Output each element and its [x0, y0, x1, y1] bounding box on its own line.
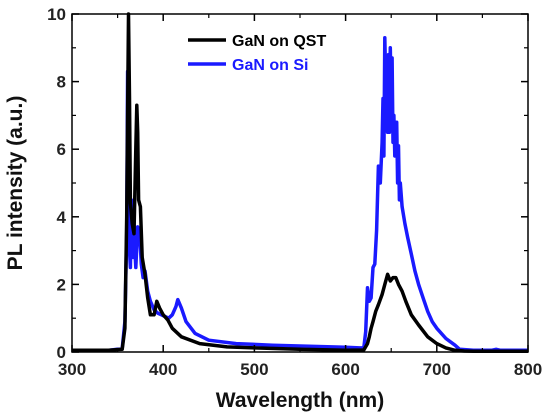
y-tick-label: 0 — [57, 343, 66, 362]
x-axis-title: Wavelength (nm) — [216, 389, 384, 412]
y-tick-label: 10 — [47, 5, 66, 24]
legend-label-gan-on-qst: GaN on QST — [232, 33, 326, 50]
legend: GaN on QST GaN on Si — [188, 33, 326, 74]
series-line-gan-on-qst — [72, 12, 528, 354]
y-tick-label: 6 — [57, 140, 66, 159]
series-layer — [72, 12, 528, 354]
x-tick-label: 800 — [514, 360, 542, 379]
x-tick-label: 300 — [58, 360, 86, 379]
series-line-gan-on-si — [72, 35, 528, 353]
x-tick-label: 500 — [240, 360, 268, 379]
x-tick-label: 700 — [423, 360, 451, 379]
y-axis-title: PL intensity (a.u.) — [4, 96, 27, 271]
y-tick-label: 2 — [57, 275, 66, 294]
legend-label-gan-on-si: GaN on Si — [232, 57, 308, 74]
y-tick-label: 8 — [57, 73, 66, 92]
x-tick-label: 600 — [331, 360, 359, 379]
axis-layer: 300 400 500 600 700 800 0 2 4 6 8 10 — [47, 5, 542, 379]
y-tick-label: 4 — [57, 208, 67, 227]
x-tick-label: 400 — [149, 360, 177, 379]
